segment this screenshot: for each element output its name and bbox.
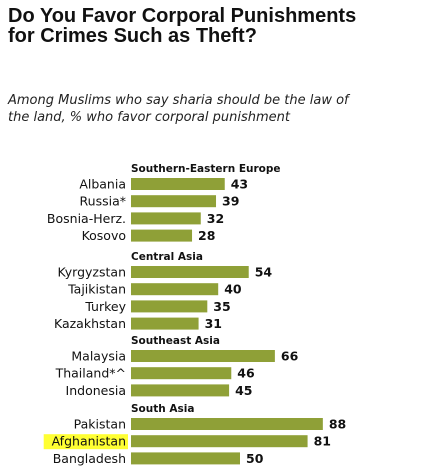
category-label: Kazakhstan [54,316,126,331]
region-label: South Asia [131,403,194,415]
category-label: Tajikistan [67,282,126,297]
category-label: Russia* [80,194,126,209]
value-label: 43 [231,177,248,192]
bar [131,350,275,362]
bar [131,300,208,313]
category-label: Kosovo [82,228,126,243]
region-label: Central Asia [131,251,203,263]
value-label: 46 [237,366,255,381]
highlight-marker [43,434,129,450]
bar [131,367,232,380]
value-label: 35 [213,299,230,314]
value-label: 54 [255,265,273,280]
bar [131,384,230,397]
bar [131,418,323,430]
value-label: 28 [198,228,215,243]
bar [131,178,225,190]
value-label: 66 [281,349,299,364]
bar [131,229,193,242]
bar [131,283,219,296]
value-label: 32 [207,211,224,226]
bar [131,212,201,225]
category-label: Indonesia [66,383,126,398]
category-label: Pakistan [74,417,126,432]
value-label: 31 [205,316,222,331]
category-label: Bangladesh [53,451,126,466]
category-label: Afghanistan [52,434,126,449]
chart-title: Do You Favor Corporal Punishments for Cr… [8,5,357,47]
category-label: Turkey [84,299,126,314]
category-label: Albania [79,177,126,192]
category-label: Thailand*^ [55,366,126,381]
category-label: Malaysia [71,349,126,364]
category-label: Kyrgyzstan [58,265,127,280]
value-label: 40 [224,282,242,297]
chart-subtitle: Among Muslims who say sharia should be t… [8,93,349,125]
value-label: 39 [222,194,239,209]
region-label: Southeast Asia [131,335,220,347]
value-label: 50 [246,451,264,466]
bar [131,452,240,465]
bar [131,266,249,278]
region-label: Southern-Eastern Europe [131,163,281,175]
category-label: Bosnia-Herz. [47,211,126,226]
bar [131,195,217,208]
value-label: 45 [235,383,252,398]
value-label: 81 [314,434,331,449]
bar [131,435,308,448]
bar [131,317,199,330]
value-label: 88 [329,417,346,432]
